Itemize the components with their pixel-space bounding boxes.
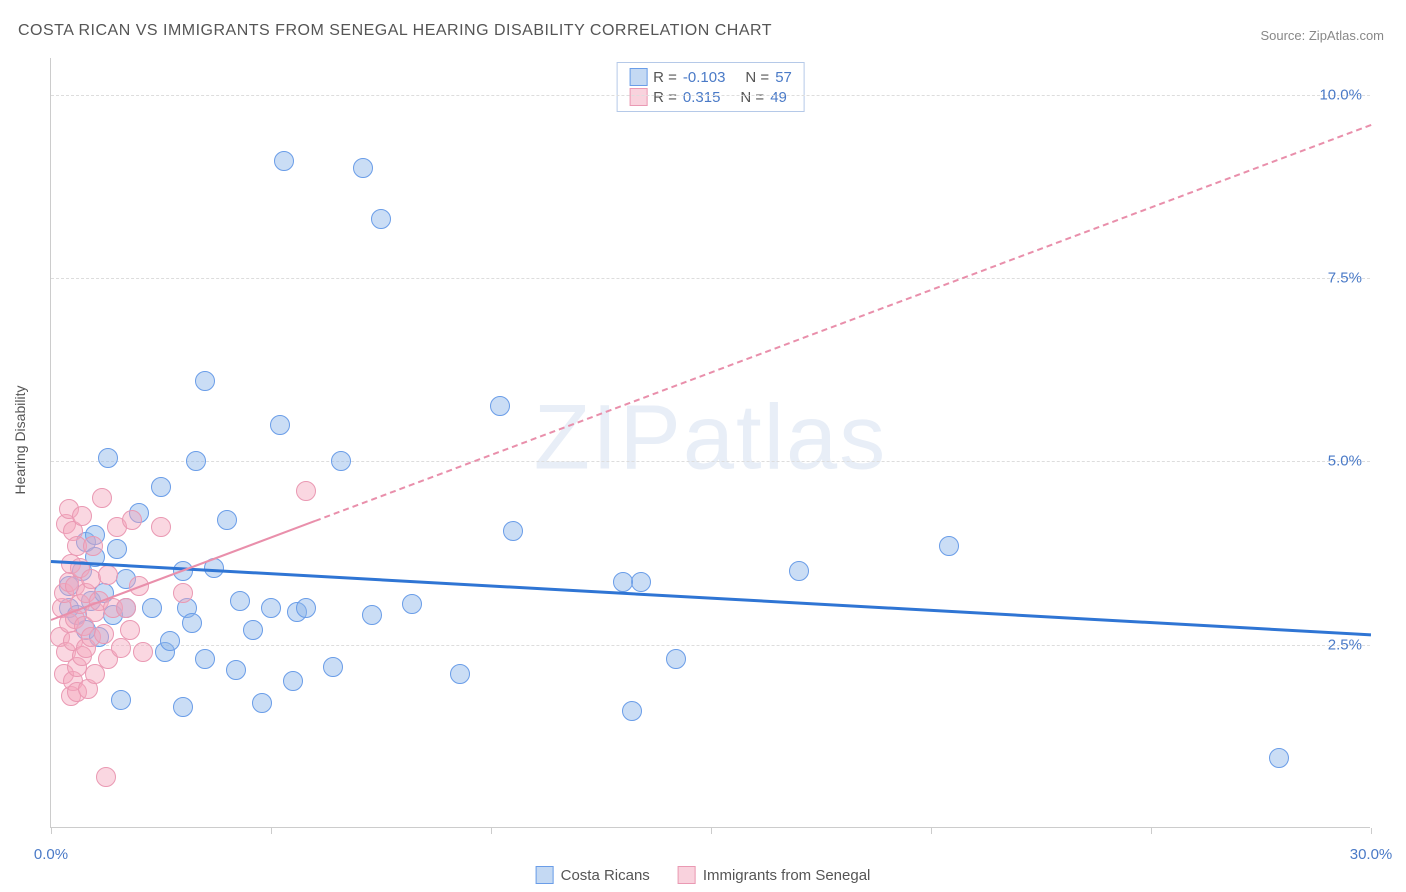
data-point-series-1 xyxy=(151,517,171,537)
data-point-series-1 xyxy=(94,624,114,644)
data-point-series-1 xyxy=(173,583,193,603)
legend-item-0: Costa Ricans xyxy=(536,866,650,884)
chart-title: COSTA RICAN VS IMMIGRANTS FROM SENEGAL H… xyxy=(18,22,772,40)
data-point-series-0 xyxy=(402,594,422,614)
n-val-1: 49 xyxy=(770,89,787,106)
legend-swatch-0 xyxy=(536,866,554,884)
n-label-0: N = xyxy=(745,69,769,86)
data-point-series-0 xyxy=(243,620,263,640)
data-point-series-1 xyxy=(116,598,136,618)
data-point-series-0 xyxy=(195,371,215,391)
y-tick-label: 10.0% xyxy=(1319,86,1362,103)
legend-label-1: Immigrants from Senegal xyxy=(703,867,871,884)
data-point-series-0 xyxy=(503,521,523,541)
data-point-series-0 xyxy=(142,598,162,618)
data-point-series-0 xyxy=(270,415,290,435)
gridline-h xyxy=(51,95,1370,96)
data-point-series-1 xyxy=(133,642,153,662)
data-point-series-0 xyxy=(789,561,809,581)
data-point-series-0 xyxy=(186,451,206,471)
r-label-1: R = xyxy=(653,89,677,106)
y-tick-label: 2.5% xyxy=(1328,636,1362,653)
data-point-series-0 xyxy=(1269,748,1289,768)
source-label: Source: ZipAtlas.com xyxy=(1260,28,1384,43)
data-point-series-1 xyxy=(111,638,131,658)
data-point-series-0 xyxy=(296,598,316,618)
legend-item-1: Immigrants from Senegal xyxy=(678,866,871,884)
swatch-blue xyxy=(629,68,647,86)
x-tick xyxy=(51,828,52,834)
data-point-series-0 xyxy=(173,697,193,717)
data-point-series-0 xyxy=(160,631,180,651)
data-point-series-0 xyxy=(666,649,686,669)
data-point-series-0 xyxy=(622,701,642,721)
bottom-legend: Costa Ricans Immigrants from Senegal xyxy=(536,866,871,884)
data-point-series-1 xyxy=(98,565,118,585)
data-point-series-1 xyxy=(72,506,92,526)
data-point-series-0 xyxy=(631,572,651,592)
x-tick xyxy=(1151,828,1152,834)
data-point-series-0 xyxy=(331,451,351,471)
data-point-series-0 xyxy=(274,151,294,171)
data-point-series-1 xyxy=(96,767,116,787)
data-point-series-0 xyxy=(111,690,131,710)
r-val-0: -0.103 xyxy=(683,69,726,86)
gridline-h xyxy=(51,461,1370,462)
data-point-series-0 xyxy=(226,660,246,680)
x-tick xyxy=(711,828,712,834)
data-point-series-0 xyxy=(362,605,382,625)
data-point-series-0 xyxy=(195,649,215,669)
data-point-series-0 xyxy=(151,477,171,497)
x-tick xyxy=(931,828,932,834)
x-tick xyxy=(271,828,272,834)
gridline-h xyxy=(51,645,1370,646)
x-tick-label: 0.0% xyxy=(34,846,68,863)
data-point-series-0 xyxy=(252,693,272,713)
y-tick-label: 7.5% xyxy=(1328,270,1362,287)
legend-label-0: Costa Ricans xyxy=(561,867,650,884)
stats-row-1: R = 0.315 N = 49 xyxy=(629,87,792,107)
gridline-h xyxy=(51,278,1370,279)
data-point-series-0 xyxy=(261,598,281,618)
data-point-series-0 xyxy=(939,536,959,556)
data-point-series-0 xyxy=(107,539,127,559)
n-val-0: 57 xyxy=(775,69,792,86)
y-axis-label: Hearing Disability xyxy=(12,386,28,495)
data-point-series-0 xyxy=(182,613,202,633)
data-point-series-1 xyxy=(120,620,140,640)
watermark: ZIPatlas xyxy=(534,385,887,490)
data-point-series-0 xyxy=(230,591,250,611)
data-point-series-0 xyxy=(371,209,391,229)
data-point-series-0 xyxy=(217,510,237,530)
data-point-series-0 xyxy=(323,657,343,677)
r-label-0: R = xyxy=(653,69,677,86)
data-point-series-0 xyxy=(283,671,303,691)
swatch-pink xyxy=(629,88,647,106)
data-point-series-0 xyxy=(98,448,118,468)
n-label-1: N = xyxy=(740,89,764,106)
data-point-series-1 xyxy=(92,488,112,508)
data-point-series-0 xyxy=(353,158,373,178)
plot-area: ZIPatlas R = -0.103 N = 57 R = 0.315 N =… xyxy=(50,58,1370,828)
data-point-series-1 xyxy=(122,510,142,530)
x-tick xyxy=(1371,828,1372,834)
stats-row-0: R = -0.103 N = 57 xyxy=(629,67,792,87)
r-val-1: 0.315 xyxy=(683,89,721,106)
data-point-series-0 xyxy=(450,664,470,684)
x-tick xyxy=(491,828,492,834)
x-tick-label: 30.0% xyxy=(1350,846,1393,863)
data-point-series-1 xyxy=(296,481,316,501)
stats-legend: R = -0.103 N = 57 R = 0.315 N = 49 xyxy=(616,62,805,112)
data-point-series-1 xyxy=(83,536,103,556)
y-tick-label: 5.0% xyxy=(1328,453,1362,470)
chart-container: COSTA RICAN VS IMMIGRANTS FROM SENEGAL H… xyxy=(0,0,1406,892)
legend-swatch-1 xyxy=(678,866,696,884)
data-point-series-0 xyxy=(613,572,633,592)
data-point-series-0 xyxy=(490,396,510,416)
